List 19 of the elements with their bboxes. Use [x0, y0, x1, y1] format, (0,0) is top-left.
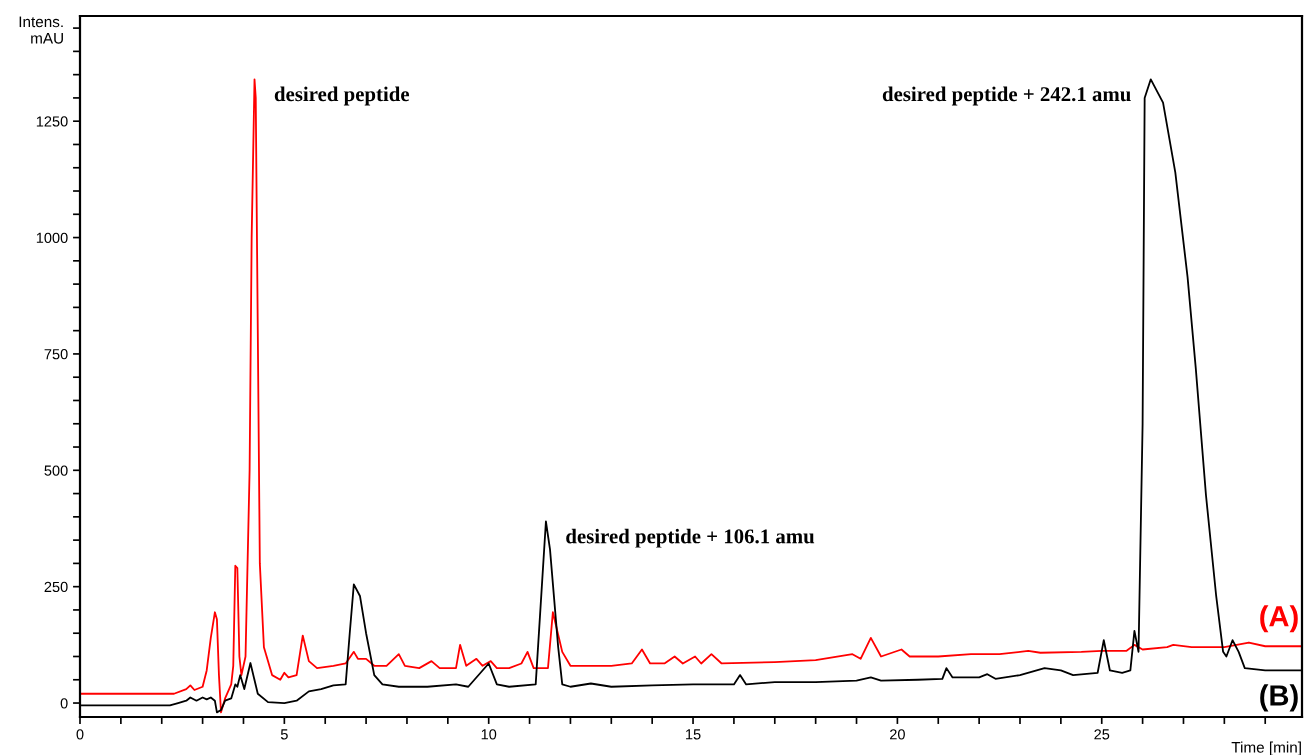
y-tick-label: 750: [44, 349, 68, 360]
y-tick-label: 1000: [36, 232, 68, 243]
x-tick-label: 0: [76, 729, 84, 740]
y-axis-title: Intens. mAU: [19, 16, 63, 44]
y-tick-label: 0: [60, 698, 68, 709]
x-tick-label: 15: [686, 729, 701, 740]
annotation: desired peptide + 242.1 amu: [882, 86, 1131, 106]
x-tick-label: 25: [1094, 729, 1110, 740]
series-label: (A): [1260, 605, 1298, 633]
series-label: (B): [1260, 684, 1298, 712]
y-tick-label: 1250: [36, 116, 68, 127]
x-tick-label: 20: [890, 729, 905, 740]
annotation: desired peptide: [274, 86, 410, 106]
annotation: desired peptide + 106.1 amu: [566, 528, 815, 548]
y-tick-label: 250: [44, 581, 68, 593]
x-tick-label: 10: [481, 729, 497, 740]
x-axis-title: Time [min]: [1231, 741, 1301, 755]
x-tick-label: 5: [280, 729, 288, 740]
y-tick-label: 500: [44, 465, 68, 476]
